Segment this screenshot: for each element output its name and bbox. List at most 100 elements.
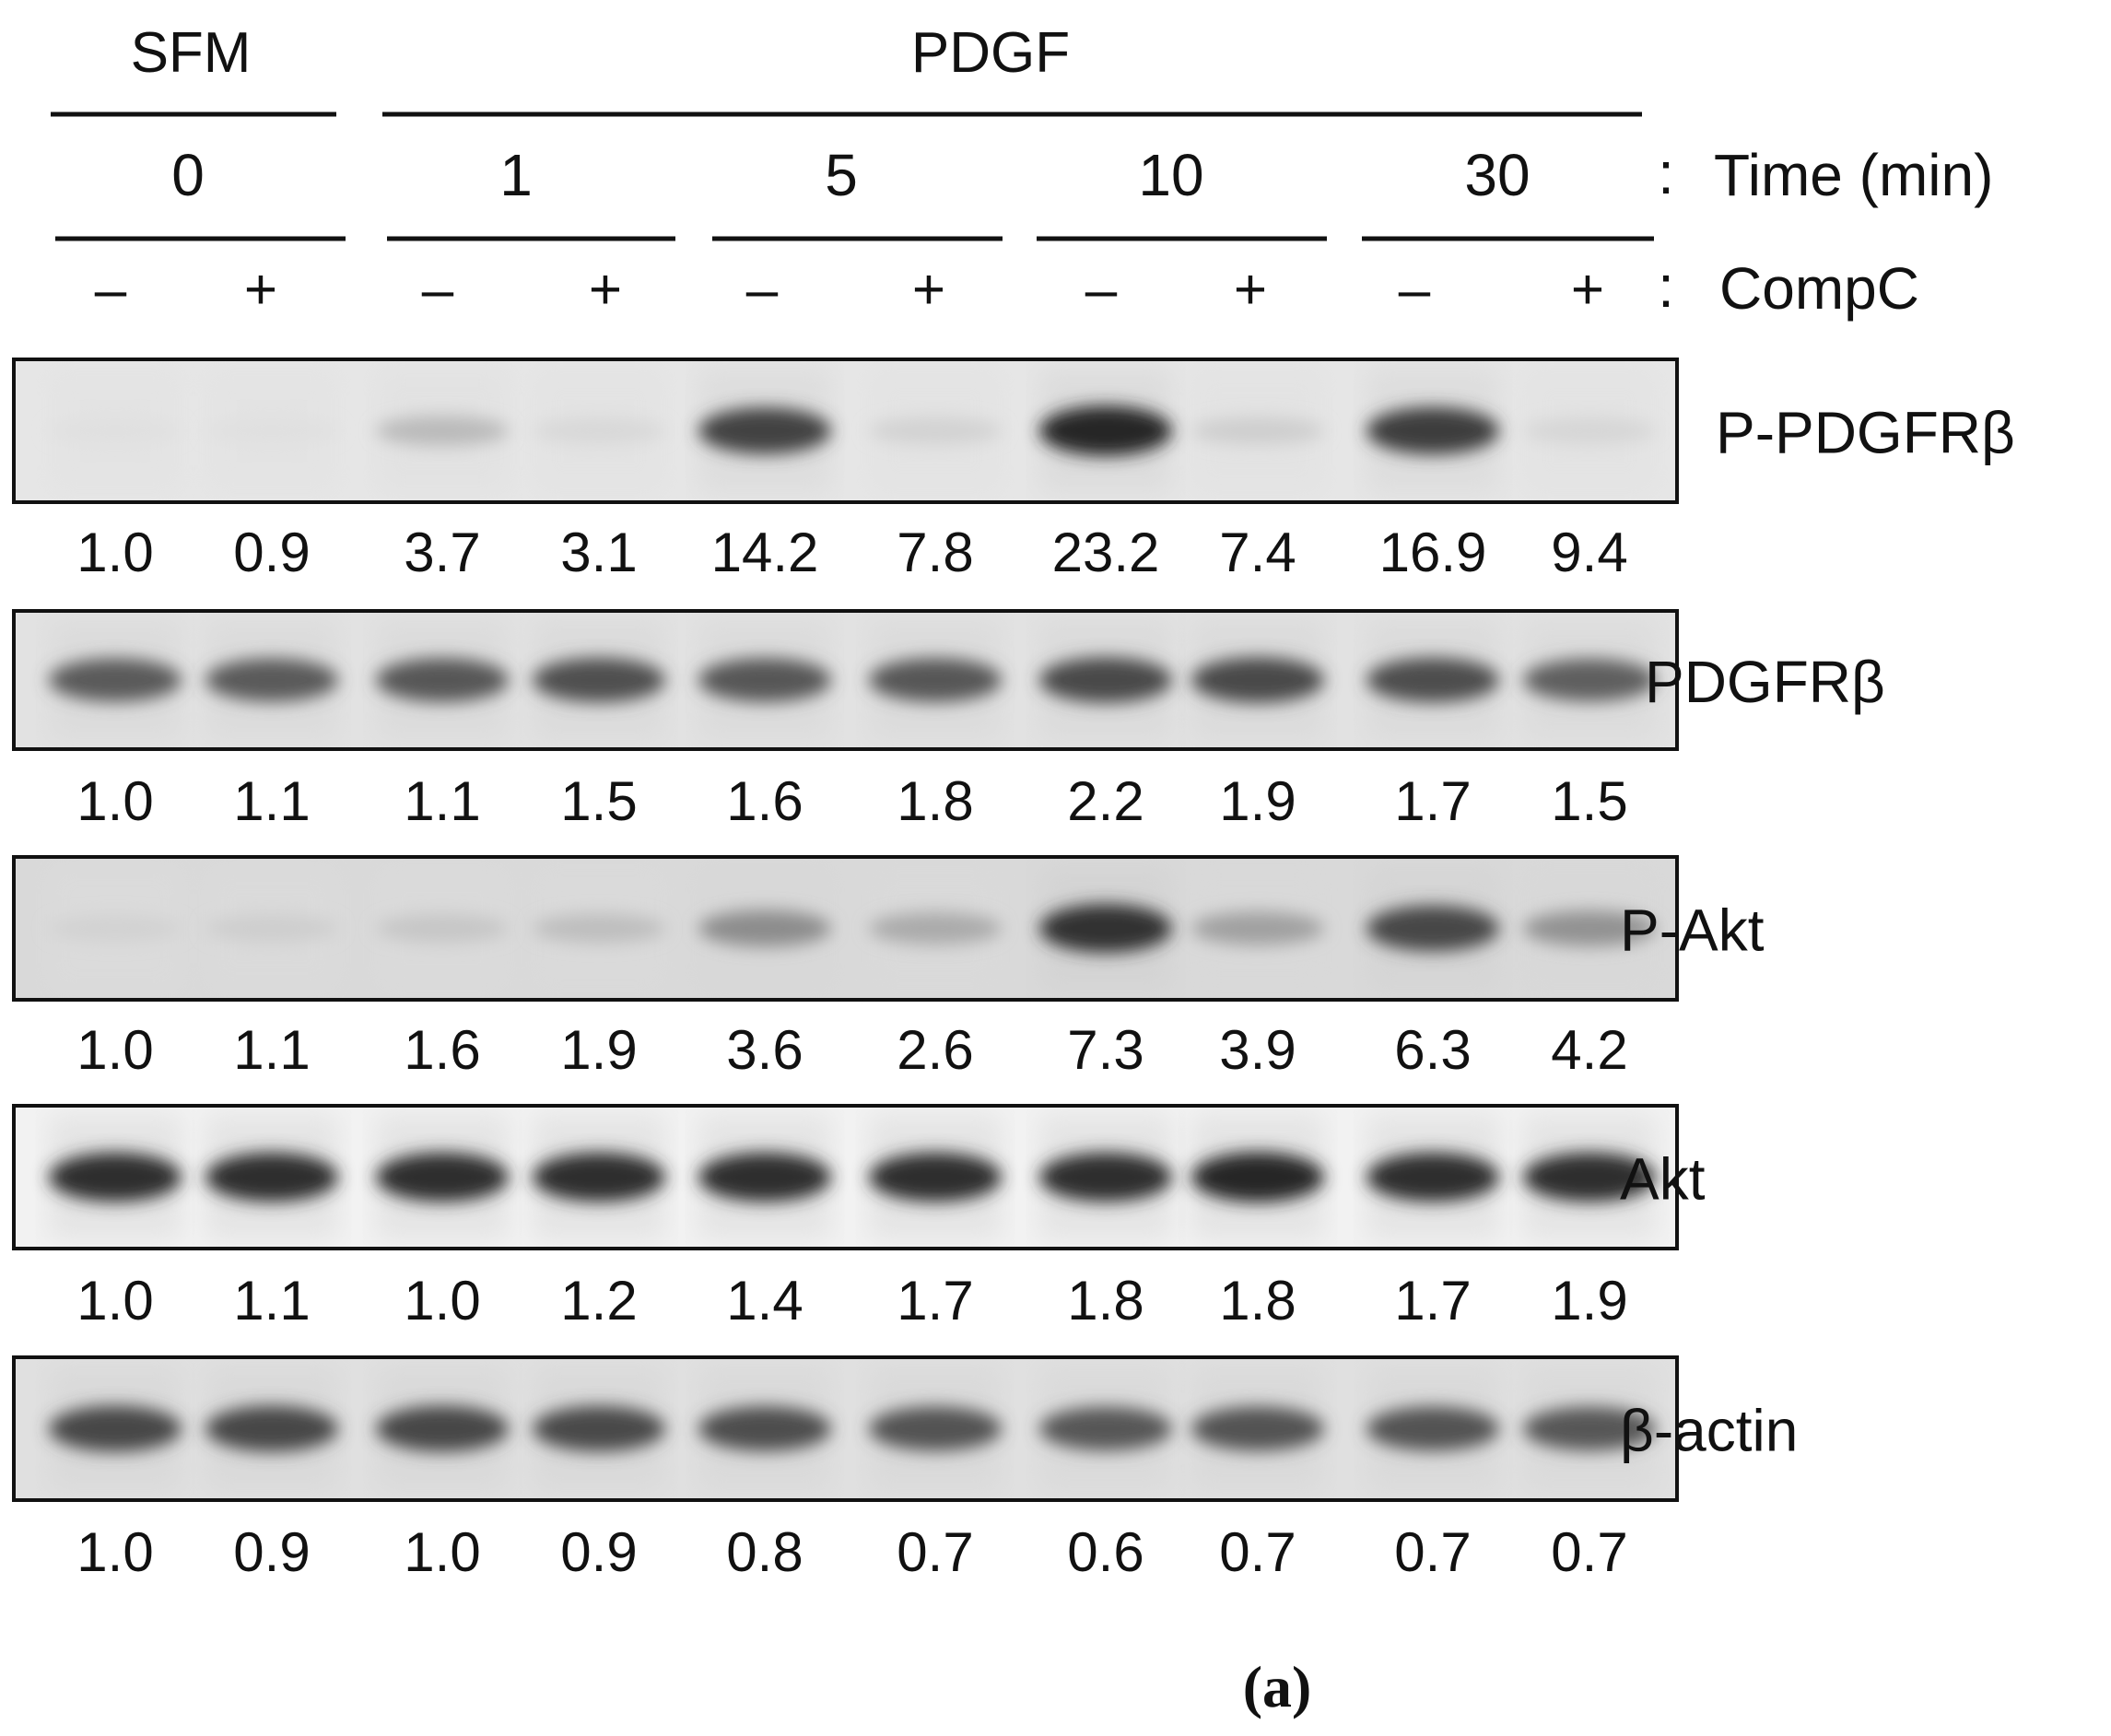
quantification-value: 1.0 <box>76 1521 153 1583</box>
blot-panel: P-PDGFRβ 1.0 0.9 3.7 3.1 14.2 7.8 23.2 7.4 16.9 9.… <box>12 358 2015 583</box>
blot-panels: P-PDGFRβ 1.0 0.9 3.7 3.1 14.2 7.8 23.2 7.4 16.9 9.… <box>12 358 2015 1583</box>
compc-sign: – <box>422 258 454 322</box>
group-label-pdgf: PDGF <box>911 21 1070 85</box>
quantification-value: 0.9 <box>233 1521 310 1583</box>
quantification-value: 1.4 <box>726 1270 803 1331</box>
quantification-value: 1.0 <box>76 770 153 832</box>
blot-frame <box>12 1104 1679 1250</box>
blot-band <box>1366 1152 1499 1202</box>
quantification-value: 1.6 <box>726 770 803 832</box>
blot-band <box>533 657 665 703</box>
quantification-value: 1.1 <box>233 1270 310 1331</box>
quantification-value: 3.6 <box>726 1019 803 1081</box>
quantification-value: 1.0 <box>76 1270 153 1331</box>
quantification-value: 1.2 <box>560 1270 637 1331</box>
blot-band <box>698 407 831 454</box>
blot-band <box>376 658 509 702</box>
quantification-value: 0.6 <box>1067 1521 1143 1583</box>
compc-sign: – <box>1399 258 1431 322</box>
quantification-value: 1.9 <box>1551 1270 1627 1331</box>
blot-band <box>1523 417 1656 444</box>
quantification-value: 1.9 <box>1219 770 1296 832</box>
quantification-value: 6.3 <box>1394 1019 1471 1081</box>
quantification-value: 0.9 <box>560 1521 637 1583</box>
time-value: 1 <box>499 142 533 208</box>
blot-band <box>1191 1406 1324 1451</box>
quantification-value: 1.8 <box>1067 1270 1143 1331</box>
quantification-value: 1.5 <box>560 770 637 832</box>
blot-band <box>1039 1406 1172 1451</box>
compc-colon: : <box>1658 253 1674 320</box>
quantification-value: 0.7 <box>1219 1521 1296 1583</box>
blot-band <box>869 417 1002 444</box>
blot-band <box>1191 657 1324 703</box>
quantification-value: 1.0 <box>76 1019 153 1081</box>
quantification-value: 1.1 <box>404 770 480 832</box>
blot-band <box>1191 1152 1324 1202</box>
quantification-value: 4.2 <box>1551 1019 1627 1081</box>
blot-band <box>376 1405 509 1452</box>
compc-sign: + <box>1234 258 1267 322</box>
quantification-value: 1.0 <box>404 1270 480 1331</box>
quantification-value: 1.7 <box>1394 1270 1471 1331</box>
blot-band <box>869 1406 1002 1451</box>
quantification-value: 1.0 <box>404 1521 480 1583</box>
blot-band <box>205 418 338 443</box>
quantification-value: 1.1 <box>233 1019 310 1081</box>
blot-band <box>533 913 665 944</box>
blot-label: Akt <box>1620 1146 1706 1213</box>
quantification-value: 1.0 <box>76 522 153 583</box>
compc-sign: + <box>1571 258 1604 322</box>
blot-band <box>698 1406 831 1451</box>
quantification-value: 2.2 <box>1067 770 1143 832</box>
quantification-value: 9.4 <box>1551 522 1627 583</box>
blot-frame <box>12 1355 1679 1502</box>
time-value: 0 <box>171 142 205 208</box>
blot-panel: β-actin 1.0 0.9 1.0 0.9 0.8 0.7 0.6 0.7 0.7 0.7 <box>12 1355 1798 1583</box>
quantification-value: 14.2 <box>711 522 819 583</box>
blot-band <box>1366 406 1499 455</box>
blot-band <box>869 1152 1002 1202</box>
blot-band <box>205 658 338 702</box>
blot-band <box>376 416 509 446</box>
blot-band <box>1039 1152 1172 1202</box>
time-value: 30 <box>1464 142 1530 208</box>
quantification-value: 1.8 <box>1219 1270 1296 1331</box>
compc-sign: – <box>1085 258 1118 322</box>
blot-band <box>205 914 338 943</box>
quantification-value: 3.1 <box>560 522 637 583</box>
blot-panel: PDGFRβ 1.0 1.1 1.1 1.5 1.6 1.8 2.2 1.9 1.7 1.5 <box>12 609 1885 832</box>
group-label-sfm: SFM <box>131 21 252 85</box>
blot-label: PDGFRβ <box>1645 649 1885 715</box>
blot-band <box>376 914 509 943</box>
time-colon: : <box>1658 140 1674 206</box>
quantification-value: 0.9 <box>233 522 310 583</box>
blot-band <box>1366 657 1499 703</box>
blot-band <box>1039 405 1172 456</box>
time-value: 10 <box>1138 142 1203 208</box>
blot-band <box>1523 1152 1656 1202</box>
blot-band <box>533 1405 665 1452</box>
quantification-value: 1.7 <box>1394 770 1471 832</box>
compc-sign: – <box>746 258 779 322</box>
blot-band <box>1523 1406 1656 1451</box>
blot-panel: P-Akt 1.0 1.1 1.6 1.9 3.6 2.6 7.3 3.9 6.3 4.2 <box>12 855 1765 1081</box>
time-value: 5 <box>825 142 858 208</box>
blot-band <box>1523 910 1656 946</box>
quantification-value: 7.4 <box>1219 522 1296 583</box>
blot-band <box>533 417 665 444</box>
compc-row: – + – + – + – + – + <box>95 258 1604 322</box>
blot-band <box>205 1405 338 1452</box>
blot-band <box>1366 905 1499 952</box>
quantification-value: 1.6 <box>404 1019 480 1081</box>
blot-band <box>1039 657 1172 703</box>
panel-label: (a) <box>1243 1654 1312 1719</box>
blot-band <box>698 909 831 947</box>
blot-band <box>698 1152 831 1202</box>
blot-frame <box>12 855 1679 1002</box>
blot-band <box>205 1152 338 1202</box>
quantification-value: 2.6 <box>897 1019 973 1081</box>
blot-band <box>1523 658 1656 702</box>
quantification-value: 1.1 <box>233 770 310 832</box>
time-row: 0 1 5 10 30 : Time (min) <box>171 140 1993 208</box>
